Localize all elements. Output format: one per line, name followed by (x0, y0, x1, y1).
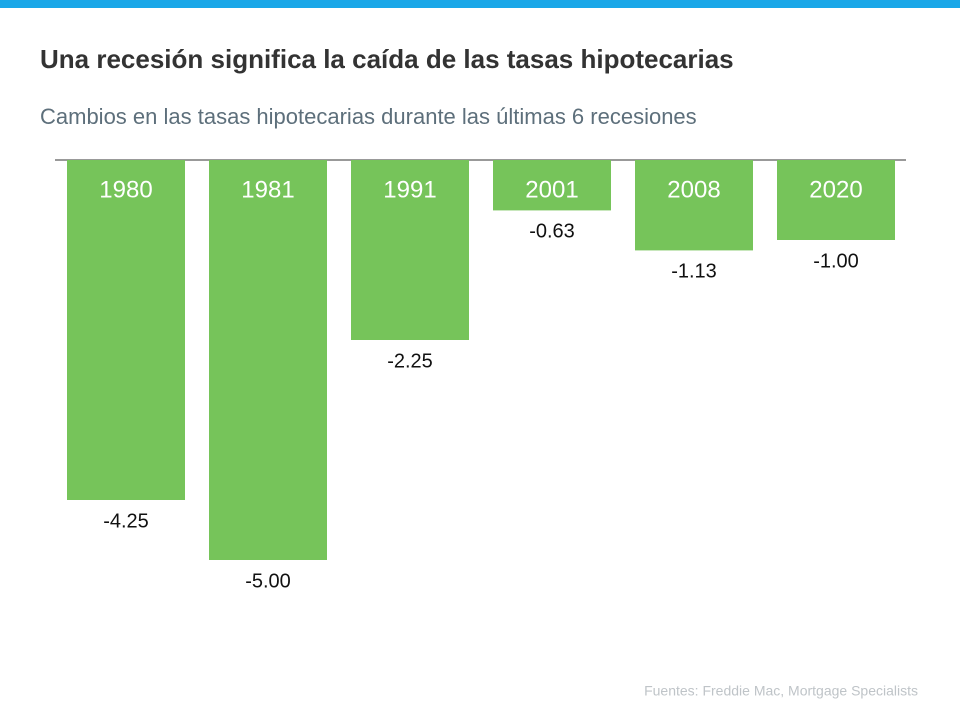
bar (493, 160, 611, 211)
value-label: -1.13 (671, 261, 717, 283)
value-label: -0.63 (529, 221, 575, 243)
category-label: 1991 (383, 176, 436, 203)
value-label: -4.25 (103, 510, 149, 532)
category-label: 2020 (809, 176, 862, 203)
source: Fuentes: Freddie Mac, Mortgage Specialis… (644, 683, 918, 699)
bar (777, 160, 895, 240)
chart-subtitle: Cambios en las tasas hipotecarias durant… (40, 104, 697, 129)
chart-title: Una recesión significa la caída de las t… (40, 44, 734, 74)
category-label: 2001 (525, 176, 578, 203)
bar (351, 160, 469, 340)
value-label: -2.25 (387, 350, 433, 372)
bar (635, 160, 753, 251)
bar (67, 160, 185, 500)
value-label: -1.00 (813, 250, 859, 272)
category-label: 2008 (667, 176, 720, 203)
category-label: 1980 (99, 176, 152, 203)
value-label: -5.00 (245, 570, 291, 592)
top-stripe (0, 0, 960, 8)
category-label: 1981 (241, 176, 294, 203)
bar (209, 160, 327, 560)
